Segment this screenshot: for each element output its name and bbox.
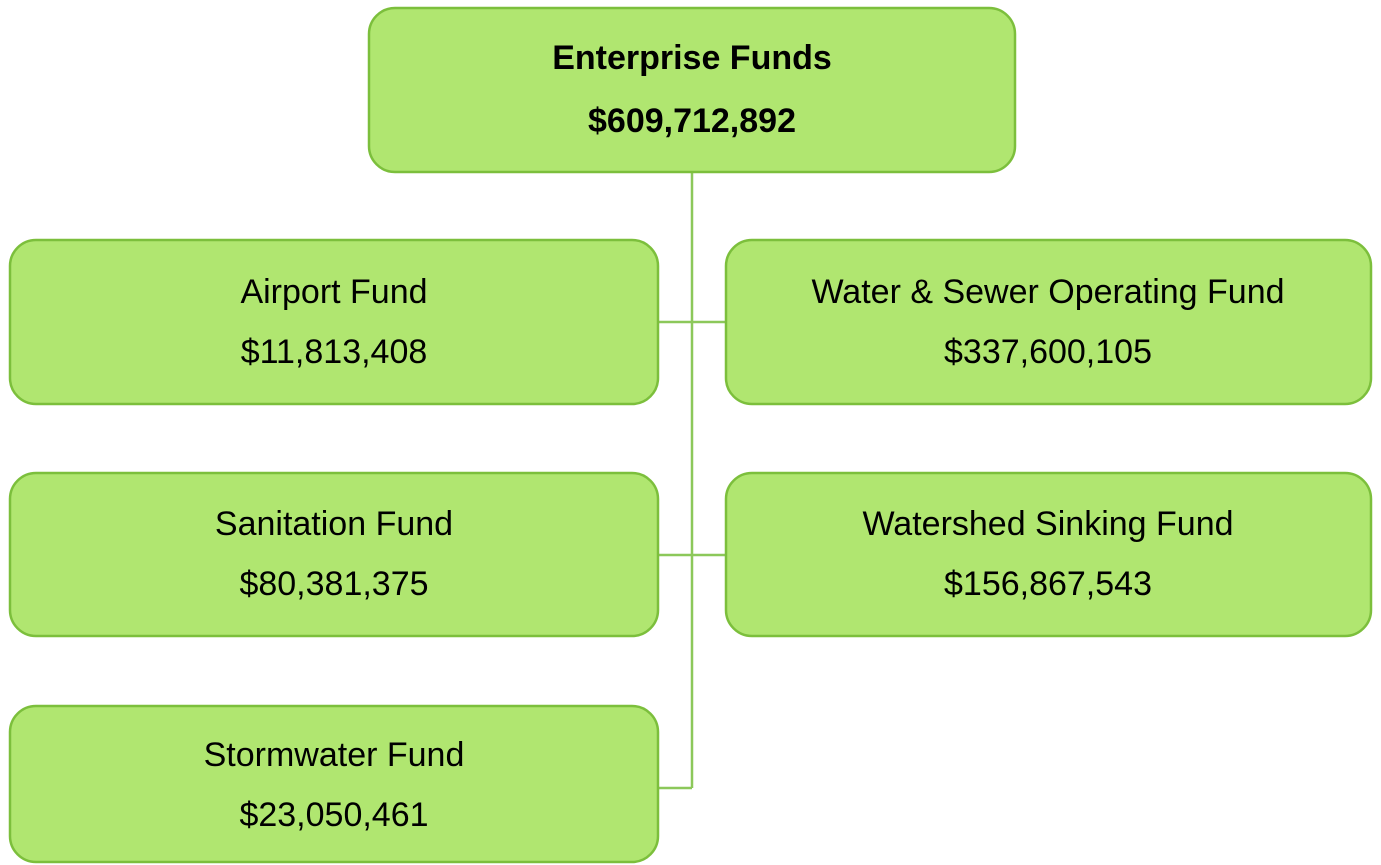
fund-label: Stormwater Fund: [204, 736, 465, 774]
fund-label: Airport Fund: [240, 273, 427, 311]
fund-box: [8, 238, 660, 406]
root-box: [367, 6, 1017, 174]
root-amount: $609,712,892: [588, 102, 796, 140]
fund-amount: $23,050,461: [239, 796, 428, 834]
fund-box: [8, 471, 660, 638]
fund-amount: $156,867,543: [944, 565, 1152, 603]
fund-label: Watershed Sinking Fund: [862, 505, 1233, 543]
fund-box: [8, 704, 660, 864]
fund-amount: $80,381,375: [239, 565, 428, 603]
fund-box: [724, 238, 1373, 406]
fund-box: [724, 471, 1373, 638]
fund-label: Sanitation Fund: [215, 505, 453, 543]
fund-amount: $11,813,408: [241, 333, 428, 371]
root-title: Enterprise Funds: [552, 39, 832, 77]
fund-amount: $337,600,105: [944, 333, 1152, 371]
fund-label: Water & Sewer Operating Fund: [811, 273, 1284, 311]
